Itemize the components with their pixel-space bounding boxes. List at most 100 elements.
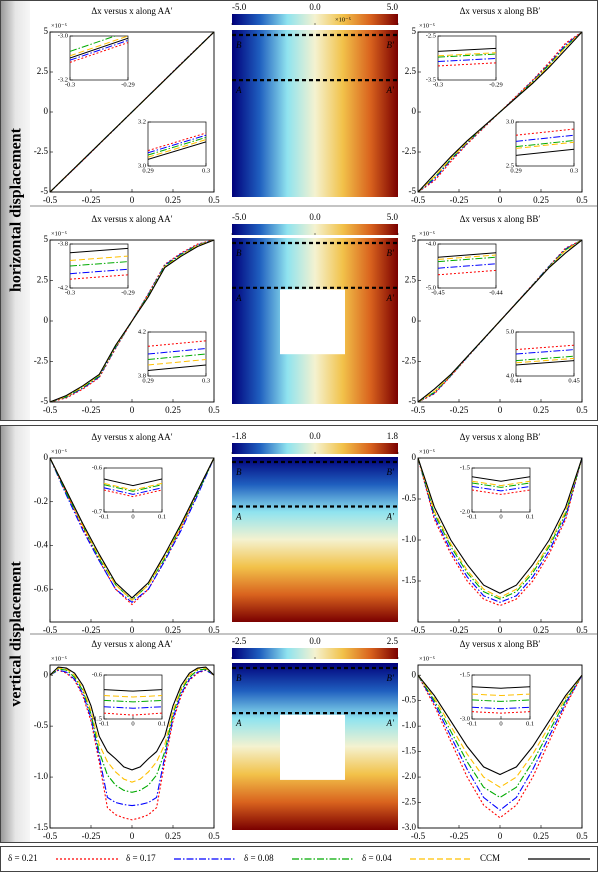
x-tick-label: -0.3 [65,289,75,296]
colorbar-tick-label: 0.0 [309,212,321,222]
row-strip [1,1,30,420]
y-tick-label: -2.5 [402,797,417,807]
x-tick-label: 0.29 [142,377,153,384]
series-line [472,686,530,689]
legend-label: δ = 0.08 [244,853,274,863]
colorbar-tick-label: -1.8 [232,431,247,441]
series-line [104,482,162,491]
inset-frame [147,331,207,377]
colorbar-tick-label: 0.0 [309,431,321,441]
series-line [50,458,214,599]
y-tick-label: 0 [44,106,49,116]
x-tick-label: 0.29 [510,167,521,174]
y-tick-label: -3.8 [58,240,68,247]
x-tick-label: 0 [131,720,134,727]
y-tick-label: 0 [412,669,417,679]
series-line [418,32,582,192]
colorbar [232,648,398,659]
inset-frame [437,35,497,81]
y-multiplier: ×10⁻⁵ [51,22,67,29]
series-line [70,255,128,261]
cut-label: A [235,718,242,728]
y-tick-label: -1.5 [92,715,102,722]
colorbar-tick-label: 0.0 [309,2,321,12]
cut-label: A [235,512,242,522]
series-line [516,134,574,142]
chart-title: Δy versus x along BB′ [460,639,541,649]
y-tick-label: -0.5 [34,720,49,730]
colorbar [232,224,398,235]
y-tick-label: -0.6 [92,464,103,471]
y-tick-label: -5 [409,396,417,406]
y-tick-label: -1.5 [402,575,417,585]
y-tick-label: 0 [44,452,49,462]
colorbar-tick-label: 1.8 [387,431,399,441]
x-tick-label: -0.25 [82,405,101,415]
series-line [438,62,496,67]
x-tick-label: 0.5 [208,625,220,635]
x-tick-label: -0.1 [99,720,109,727]
colorbar-tick-label: 0.0 [309,636,321,646]
cut-label: A′ [386,293,395,303]
inset-frame [515,121,575,167]
y-multiplier: ×10⁻⁵ [51,448,67,455]
x-tick-label: -0.25 [450,625,469,635]
y-tick-label: 5 [412,26,417,36]
x-tick-label: 0.1 [158,720,166,727]
series-line [70,268,128,275]
cut-label: A′ [386,718,395,728]
series-line [418,240,582,402]
y-tick-label: -2.5 [402,356,417,366]
y-tick-label: -2.5 [426,32,436,39]
series-line [472,706,530,710]
y-tick-label: -5 [409,186,417,196]
series-line [50,666,214,771]
series-line [472,489,530,495]
x-tick-label: 0.5 [576,195,588,205]
y-tick-label: 5 [412,234,417,244]
x-tick-label: 0.25 [165,405,181,415]
y-tick-label: -3.0 [460,715,470,722]
series-line [438,252,496,258]
colorbar [232,14,398,25]
legend-label: δ = 0.21 [8,853,38,863]
y-tick-label: -5 [41,396,49,406]
y-multiplier: ×10⁻⁵ [419,22,435,29]
x-tick-label: -0.1 [99,513,109,520]
y-tick-label: 0 [412,106,417,116]
inset-frame [471,467,531,513]
series-line [418,32,582,192]
x-tick-label: -0.29 [121,81,135,88]
cut-label: B [236,40,242,50]
series-line [438,269,496,276]
x-tick-label: -0.5 [43,405,58,415]
row-label: vertical displacement [8,561,25,707]
x-tick-label: -0.1 [467,720,477,727]
y-tick-label: -0.5 [402,695,417,705]
cut-label: B′ [387,40,395,50]
x-tick-label: -0.29 [489,81,503,88]
y-tick-label: 0 [44,315,49,325]
series-line [472,711,530,714]
y-tick-label: -0.2 [34,496,48,506]
y-tick-label: 0 [412,452,417,462]
x-tick-label: 0 [130,625,135,635]
row-label: horizontal displacement [8,127,25,292]
x-tick-label: -0.1 [467,513,477,520]
x-tick-label: -0.25 [450,195,469,205]
series-line [148,359,206,366]
series-line [50,32,214,192]
series-line [472,699,530,702]
x-tick-label: -0.25 [450,831,469,841]
cut-label: B′ [387,467,395,477]
series-line [104,695,162,698]
heatmap [232,457,398,622]
y-tick-label: -2.5 [34,356,49,366]
cut-label: A′ [386,512,395,522]
series-line [418,458,582,603]
series-line [516,139,574,148]
series-line [70,247,128,254]
series-line [148,136,206,156]
series-line [472,485,530,492]
cut-label: A′ [386,85,395,95]
